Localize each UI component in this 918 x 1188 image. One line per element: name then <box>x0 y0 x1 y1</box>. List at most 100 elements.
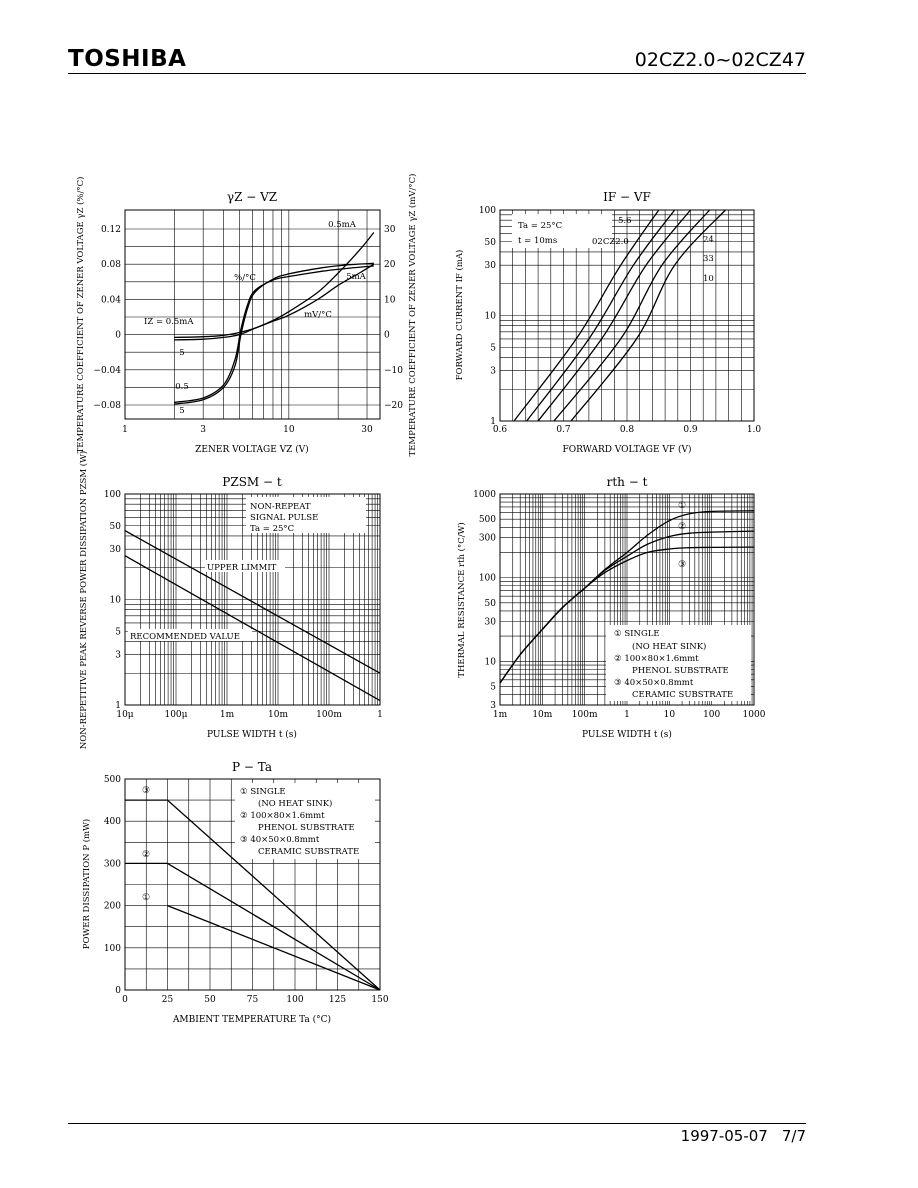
legend-entry: CERAMIC SUBSTRATE <box>258 847 359 857</box>
y2-tick-label: 0 <box>384 331 390 341</box>
y-tick-label: 500 <box>104 775 121 785</box>
series-label: ① <box>678 501 686 511</box>
series-line <box>125 862 381 991</box>
y-axis-label: POWER DISSIPATION P (mW) <box>81 819 92 949</box>
plot-frame <box>124 493 381 706</box>
part-number: 02CZ2.0~02CZ47 <box>634 49 806 71</box>
y-tick-label: 5 <box>490 682 496 692</box>
y-tick-label: 5 <box>115 627 121 637</box>
chart-title: IF − VF <box>603 190 651 204</box>
y-tick-label: 3 <box>490 701 496 711</box>
y-tick-label: 5 <box>490 343 496 353</box>
series-label: ③ <box>678 560 686 570</box>
y-tick-label: 30 <box>485 261 497 271</box>
plot-frame <box>499 493 755 706</box>
annotation: 5mA <box>346 272 366 282</box>
y-tick-label: −0.08 <box>93 401 121 411</box>
y2-tick-label: −20 <box>384 401 403 411</box>
chart-p-ta: P − Ta AMBIENT TEMPERATURE Ta (°C) POWER D… <box>81 760 389 1025</box>
y2-tick-label: 10 <box>384 295 396 305</box>
y2-tick-label: 20 <box>384 260 396 270</box>
legend-box <box>606 625 751 701</box>
x-axis-label: PULSE WIDTH t (s) <box>582 729 672 740</box>
y-tick-label: 10 <box>110 596 122 606</box>
y-tick-label: 200 <box>104 902 121 912</box>
series-line <box>499 546 755 684</box>
series-label: 5.6 <box>618 216 632 226</box>
conditions-box <box>246 497 366 533</box>
y-tick-label: 300 <box>104 859 121 869</box>
x-tick-label: 0 <box>122 995 128 1005</box>
y-tick-label: 0.04 <box>101 295 121 305</box>
y-axis-label: THERMAL RESISTANCE rth (°C/W) <box>456 522 467 677</box>
legend-entry: ① SINGLE <box>614 629 660 639</box>
chart-title: P − Ta <box>232 760 272 774</box>
plot-frame <box>499 209 755 422</box>
series-line <box>513 209 660 422</box>
y-tick-label: 10 <box>485 312 497 322</box>
series-line <box>174 265 374 404</box>
y-tick-label: 50 <box>110 522 122 532</box>
x-tick-label: 1.0 <box>747 425 762 435</box>
legend-entry: ② 100×80×1.6mmt <box>240 811 325 821</box>
x-tick-label: 75 <box>247 995 259 1005</box>
y-tick-label: 400 <box>104 817 121 827</box>
legend-entry: ② 100×80×1.6mmt <box>614 654 699 664</box>
x-tick-label: 1 <box>377 710 383 720</box>
x-axis-label: ZENER VOLTAGE VZ (V) <box>195 444 309 455</box>
series-line <box>537 209 692 422</box>
legend-entry: PHENOL SUBSTRATE <box>258 823 355 833</box>
x-tick-label: 1000 <box>743 710 766 720</box>
condition-text: Ta = 25°C <box>250 524 294 534</box>
series-label: 02CZ2.0 <box>592 237 629 247</box>
x-tick-label: 100 <box>703 710 720 720</box>
conditions-box <box>512 214 612 248</box>
series-label: RECOMMENDED VALUE <box>130 632 240 642</box>
header-rule <box>68 73 806 74</box>
y-tick-label: 1000 <box>473 490 496 500</box>
y-axis-label: NON-REPETITIVE PEAK REVERSE POWER DISSIP… <box>78 451 89 749</box>
y-tick-label: 1 <box>115 701 121 711</box>
series-line <box>174 262 374 405</box>
series-line <box>553 209 711 422</box>
series-label: ③ <box>142 786 150 796</box>
x-tick-label: 1 <box>624 710 630 720</box>
footer-page: 7/7 <box>781 1127 806 1145</box>
plot-frame <box>124 778 381 991</box>
y-tick-label: 500 <box>479 515 496 525</box>
x-tick-label: 150 <box>371 995 388 1005</box>
x-tick-label: 0.7 <box>556 425 571 435</box>
annotation: 5 <box>179 406 184 416</box>
series-line <box>124 555 381 702</box>
annotation: 0.5mA <box>328 220 357 230</box>
annotation: mV/°C <box>304 310 332 320</box>
annotation: %/°C <box>234 273 256 283</box>
y2-axis-label: TEMPERATURE COEFFICIENT OF ZENER VOLTAGE… <box>407 174 418 457</box>
y-tick-label: 3 <box>490 367 496 377</box>
y-tick-label: 1 <box>490 417 496 427</box>
series-line <box>167 904 381 991</box>
y2-tick-label: −10 <box>384 366 403 376</box>
y-tick-label: 100 <box>479 574 496 584</box>
legend-entry: ③ 40×50×0.8mmt <box>614 678 694 688</box>
y-tick-label: 0 <box>115 986 121 996</box>
y-tick-label: 10 <box>485 657 497 667</box>
x-tick-label: 125 <box>329 995 346 1005</box>
footer-date: 1997-05-07 <box>680 1127 768 1145</box>
y-tick-label: 50 <box>485 238 497 248</box>
series-line <box>526 209 676 422</box>
condition-text: SIGNAL PULSE <box>250 513 318 523</box>
legend-entry: (NO HEAT SINK) <box>258 798 332 809</box>
y-axis-label: FORWARD CURRENT IF (mA) <box>454 250 465 381</box>
y-tick-label: 0.12 <box>101 225 121 235</box>
x-tick-label: 100m <box>316 710 342 720</box>
annotation: 0.5 <box>175 382 189 392</box>
brand-logo: TOSHIBA <box>68 46 187 72</box>
series-label: ② <box>142 850 150 860</box>
chart-rth: rth − t PULSE WIDTH t (s) THERMAL RESISTAN… <box>456 475 766 740</box>
chart-if-vf: IF − VF FORWARD VOLTAGE VF (V) FORWARD CUR… <box>454 190 761 455</box>
x-tick-label: 1 <box>122 425 128 435</box>
x-tick-label: 10 <box>664 710 676 720</box>
chart-title: PZSM − t <box>222 475 282 489</box>
